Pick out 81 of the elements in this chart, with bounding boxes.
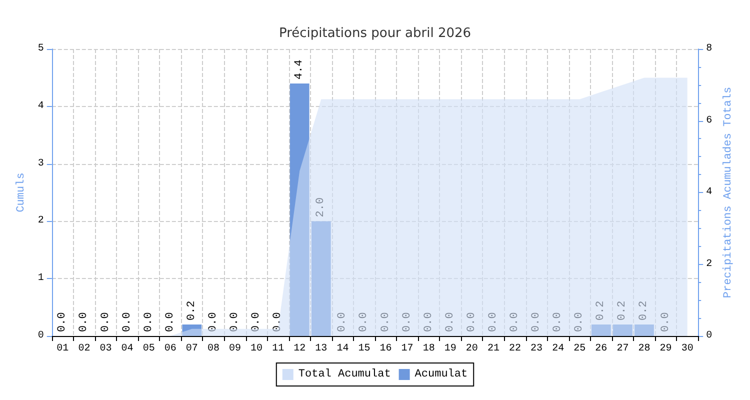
x-tick-label: 03 <box>100 344 112 354</box>
x-tick-label: 05 <box>142 344 155 354</box>
data-label: 0.0 <box>272 312 284 332</box>
y-tick-label: 2 <box>38 216 44 227</box>
data-label: 0.0 <box>250 312 263 332</box>
data-label: 0.0 <box>422 312 435 332</box>
x-tick-label: 06 <box>164 344 176 354</box>
y2-tick-label: 4 <box>706 187 712 198</box>
data-label: 4.4 <box>294 59 306 80</box>
data-label: 0.0 <box>401 312 414 332</box>
x-tick-label: 09 <box>228 344 241 354</box>
x-tick-label: 15 <box>358 344 370 354</box>
bar <box>613 324 632 336</box>
x-tick-label: 19 <box>444 344 456 354</box>
x-tick-label: 23 <box>530 344 543 354</box>
bar <box>591 324 611 336</box>
data-label: 0.2 <box>638 300 650 321</box>
y-tick-label: 3 <box>38 158 44 170</box>
x-tick-label: 16 <box>380 344 392 354</box>
legend-label: Total Acumulat <box>298 368 391 380</box>
x-tick-label: 11 <box>272 344 284 354</box>
data-label: 0.0 <box>164 312 176 332</box>
x-tick-label: 27 <box>616 344 629 354</box>
data-label: 2.0 <box>315 197 328 218</box>
y-tick-label: 5 <box>38 44 44 54</box>
y-axis-title: Cumuls <box>16 172 28 212</box>
bar <box>311 221 331 336</box>
bar <box>634 324 654 336</box>
x-tick-label: 21 <box>487 344 500 354</box>
x-tick-label: 17 <box>401 344 414 354</box>
x-tick-label: 13 <box>315 344 328 354</box>
x-tick-label: 30 <box>681 344 694 354</box>
data-label: 0.0 <box>660 312 672 332</box>
y-tick-label: 1 <box>38 273 44 284</box>
data-label: 0.0 <box>487 312 500 332</box>
data-label: 0.0 <box>78 312 90 332</box>
bar <box>182 324 202 336</box>
data-label: 0.0 <box>466 312 478 332</box>
x-tick-label: 18 <box>422 344 435 354</box>
x-tick-label: 14 <box>336 344 349 354</box>
x-tick-label: 20 <box>466 344 478 354</box>
data-label: 0.0 <box>100 312 112 332</box>
data-label: 0.2 <box>616 300 629 321</box>
data-label: 0.0 <box>142 312 155 332</box>
y-tick-label: 0 <box>38 330 44 342</box>
data-label: 0.0 <box>509 312 522 332</box>
x-tick-label: 24 <box>552 344 564 354</box>
data-label: 0.0 <box>228 312 241 332</box>
chart-title: Précipitations pour abril 2026 <box>278 26 472 41</box>
x-tick-label: 07 <box>186 344 198 354</box>
bar <box>290 83 310 336</box>
data-label: 0.2 <box>186 300 198 321</box>
data-label: 0.2 <box>595 300 608 321</box>
x-tick-label: 01 <box>56 344 69 354</box>
data-label: 0.0 <box>530 312 543 332</box>
x-tick-label: 04 <box>121 344 134 354</box>
x-tick-label: 29 <box>660 344 672 354</box>
data-label: 0.0 <box>574 312 586 332</box>
data-label: 0.0 <box>358 312 370 332</box>
data-label: 0.0 <box>380 312 392 332</box>
x-tick-label: 25 <box>574 344 586 354</box>
x-tick-label: 08 <box>207 344 220 354</box>
x-tick-label: 02 <box>78 344 90 354</box>
x-tick-label: 26 <box>595 344 608 354</box>
y-tick-label: 4 <box>38 100 44 112</box>
y2-axis-title: Precipitations Acumulades Totals <box>722 86 734 298</box>
y2-tick-label: 8 <box>706 44 712 54</box>
y2-tick-label: 2 <box>706 258 712 270</box>
data-label: 0.0 <box>444 312 456 332</box>
x-tick-label: 28 <box>638 344 650 354</box>
legend-label: Acumulat <box>414 368 468 380</box>
x-tick-label: 10 <box>250 344 263 354</box>
x-tick-label: 22 <box>509 344 522 354</box>
data-label: 0.0 <box>121 312 134 332</box>
y2-tick-label: 6 <box>706 115 712 126</box>
y2-tick-label: 0 <box>706 330 712 342</box>
data-label: 0.0 <box>552 312 564 332</box>
data-label: 0.0 <box>207 312 220 332</box>
data-label: 0.0 <box>56 312 69 332</box>
x-tick-label: 12 <box>294 344 306 354</box>
data-label: 0.0 <box>336 312 349 332</box>
